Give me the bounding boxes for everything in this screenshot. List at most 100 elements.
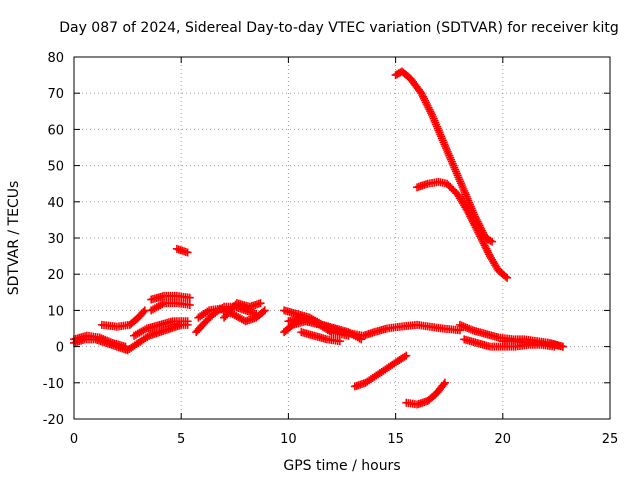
y-tick-label: -20 xyxy=(43,413,64,428)
data-point xyxy=(440,378,449,387)
data-point xyxy=(501,272,510,281)
x-tick-label: 15 xyxy=(387,432,404,447)
data-point xyxy=(488,237,497,246)
axis-ticks: 0 5 10 15 20 25 -20 -10 0 10 20 30 40 50 60 70 80 xyxy=(43,51,619,447)
y-tick-label: 70 xyxy=(47,87,64,102)
y-tick-label: 30 xyxy=(47,232,64,247)
y-axis-label: SDTVAR / TECUs xyxy=(6,181,22,296)
data-point xyxy=(425,105,434,114)
data-point xyxy=(426,107,435,116)
data-point xyxy=(259,307,268,316)
data-point xyxy=(185,300,194,309)
x-tick-label: 20 xyxy=(495,432,512,447)
data-point xyxy=(468,217,477,226)
x-tick-label: 5 xyxy=(177,432,185,447)
series-arc-16 xyxy=(413,177,512,282)
y-tick-label: 20 xyxy=(47,268,64,283)
data-point xyxy=(468,215,477,224)
data-point xyxy=(472,224,481,233)
data-point xyxy=(335,337,344,346)
y-tick-label: 0 xyxy=(56,341,64,356)
data-point xyxy=(357,335,366,344)
data-point xyxy=(417,89,426,98)
data-point xyxy=(158,300,167,309)
x-axis-label: GPS time / hours xyxy=(283,458,400,474)
data-point xyxy=(420,96,429,105)
data-point xyxy=(478,237,487,246)
y-tick-label: 40 xyxy=(47,196,64,211)
data-point xyxy=(422,100,431,109)
data-point xyxy=(423,101,432,110)
series-arc-5 xyxy=(147,299,194,315)
x-tick-label: 0 xyxy=(70,432,78,447)
data-point xyxy=(424,103,433,112)
series-arc-15 xyxy=(391,67,497,246)
data-point xyxy=(474,228,483,237)
data-point xyxy=(558,342,567,351)
data-point xyxy=(484,248,493,257)
data-point xyxy=(143,332,152,341)
data-point xyxy=(480,241,489,250)
data-point xyxy=(470,221,479,230)
data-point xyxy=(203,307,212,316)
data-point xyxy=(185,293,194,302)
y-tick-label: 80 xyxy=(47,51,64,66)
data-point xyxy=(400,352,409,361)
series-arc-14 xyxy=(297,328,344,346)
data-point xyxy=(475,230,484,239)
data-point xyxy=(260,306,269,315)
series-arc-3 xyxy=(97,306,149,331)
data-point xyxy=(183,317,192,326)
series-arc-18 xyxy=(402,378,449,409)
data-point xyxy=(256,299,265,308)
data-point xyxy=(418,91,427,100)
data-point xyxy=(439,380,448,389)
series-arc-21 xyxy=(498,337,567,351)
series-arc-17 xyxy=(350,351,411,391)
data-point xyxy=(481,243,490,252)
data-point xyxy=(482,244,491,253)
data-point xyxy=(469,219,478,228)
y-tick-label: 60 xyxy=(47,123,64,138)
grid xyxy=(74,57,610,419)
y-tick-label: -10 xyxy=(43,377,64,392)
data-point xyxy=(471,223,480,232)
data-point xyxy=(477,235,486,244)
data-point xyxy=(479,239,488,248)
x-tick-label: 25 xyxy=(602,432,619,447)
data-point xyxy=(141,325,150,334)
series-arc-13 xyxy=(284,313,353,340)
data-point xyxy=(421,98,430,107)
data-point xyxy=(465,210,474,219)
y-tick-label: 10 xyxy=(47,304,64,319)
series-arc-6 xyxy=(147,291,194,304)
data-point xyxy=(121,342,130,351)
data-point xyxy=(355,334,364,343)
data-point xyxy=(139,307,148,316)
y-tick-label: 50 xyxy=(47,160,64,175)
data-point xyxy=(477,234,486,242)
data-point xyxy=(473,226,482,235)
data-point xyxy=(427,109,436,118)
data-point xyxy=(420,94,429,103)
data-point xyxy=(419,92,428,101)
data-point xyxy=(466,212,475,221)
data-series xyxy=(70,67,567,409)
data-point xyxy=(183,248,192,257)
x-tick-label: 10 xyxy=(280,432,297,447)
data-point xyxy=(325,327,334,336)
data-point xyxy=(503,273,512,282)
series-arc-10 xyxy=(220,299,265,322)
series-arc-2 xyxy=(70,331,130,351)
data-point xyxy=(344,331,353,340)
data-point xyxy=(467,214,476,223)
data-point xyxy=(402,351,411,360)
chart-title: Day 087 of 2024, Sidereal Day-to-day VTE… xyxy=(59,20,619,36)
series-arc-7 xyxy=(172,244,192,257)
data-point xyxy=(483,246,492,255)
series-arc-4 xyxy=(130,317,192,340)
data-point xyxy=(486,236,495,245)
data-point xyxy=(476,232,485,241)
data-point xyxy=(464,208,473,217)
